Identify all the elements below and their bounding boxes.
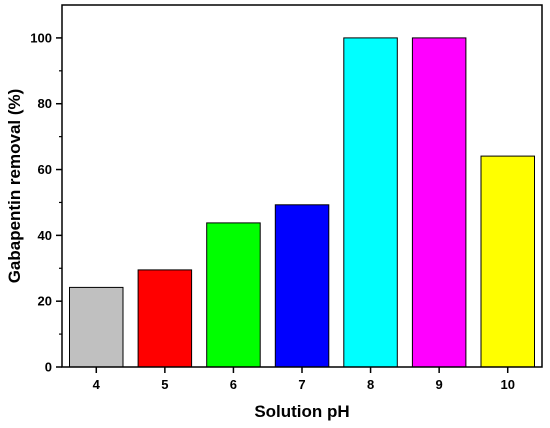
y-tick-label: 40: [38, 228, 52, 243]
x-tick-label: 6: [230, 377, 237, 392]
y-tick-label: 0: [45, 360, 52, 375]
bar-ph-6: [206, 222, 261, 368]
x-axis: 4 5 6 7 8 9 10: [93, 367, 515, 392]
y-axis: 0 20 40 60 80 100: [30, 30, 62, 375]
bar-ph-10: [480, 155, 535, 368]
y-tick-label: 100: [30, 30, 52, 45]
x-tick-label: 7: [298, 377, 305, 392]
y-tick-label: 80: [38, 96, 52, 111]
bar-ph-5: [137, 269, 193, 368]
bar-ph-7: [274, 204, 330, 368]
bar-ph-8: [343, 37, 398, 368]
x-axis-title: Solution pH: [254, 402, 349, 421]
bars-group: [69, 37, 535, 368]
x-tick-label: 4: [93, 377, 101, 392]
y-axis-title: Gabapentin removal (%): [5, 89, 24, 284]
y-tick-label: 20: [38, 294, 52, 309]
bar-ph-4: [69, 286, 124, 368]
x-tick-label: 10: [500, 377, 514, 392]
x-tick-label: 9: [436, 377, 443, 392]
bar-ph-9: [411, 37, 467, 368]
x-tick-label: 5: [161, 377, 168, 392]
y-tick-label: 60: [38, 162, 52, 177]
x-tick-label: 8: [367, 377, 374, 392]
